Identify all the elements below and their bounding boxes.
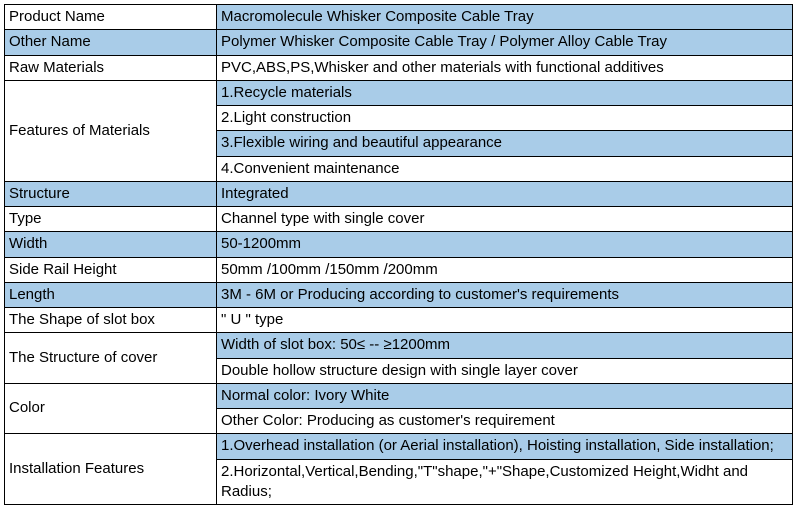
row-value: Other Color: Producing as customer's req… <box>217 409 793 434</box>
row-label: Side Rail Height <box>5 257 217 282</box>
row-value: Width of slot box: 50≤ -- ≥1200mm <box>217 333 793 358</box>
row-value: 3M - 6M or Producing according to custom… <box>217 282 793 307</box>
table-row: Side Rail Height50mm /100mm /150mm /200m… <box>5 257 793 282</box>
row-label: Installation Features <box>5 434 217 505</box>
table-row: The Shape of slot box" U " type <box>5 308 793 333</box>
row-label: Color <box>5 383 217 434</box>
table-row: Features of Materials1.Recycle materials <box>5 80 793 105</box>
row-label: Product Name <box>5 5 217 30</box>
row-value: " U " type <box>217 308 793 333</box>
row-value: 50mm /100mm /150mm /200mm <box>217 257 793 282</box>
row-value: Normal color: Ivory White <box>217 383 793 408</box>
table-row: Other NamePolymer Whisker Composite Cabl… <box>5 30 793 55</box>
table-row: The Structure of coverWidth of slot box:… <box>5 333 793 358</box>
row-value: Double hollow structure design with sing… <box>217 358 793 383</box>
row-label: Structure <box>5 181 217 206</box>
row-value: Channel type with single cover <box>217 207 793 232</box>
table-row: Installation Features1.Overhead installa… <box>5 434 793 459</box>
row-value: 50-1200mm <box>217 232 793 257</box>
table-row: Length3M - 6M or Producing according to … <box>5 282 793 307</box>
row-value: Integrated <box>217 181 793 206</box>
row-label: The Shape of slot box <box>5 308 217 333</box>
row-value: 1.Overhead installation (or Aerial insta… <box>217 434 793 459</box>
table-row: Width50-1200mm <box>5 232 793 257</box>
row-value: Polymer Whisker Composite Cable Tray / P… <box>217 30 793 55</box>
row-value: 3.Flexible wiring and beautiful appearan… <box>217 131 793 156</box>
row-value: 2.Light construction <box>217 106 793 131</box>
table-row: TypeChannel type with single cover <box>5 207 793 232</box>
row-label: The Structure of cover <box>5 333 217 384</box>
row-value: 1.Recycle materials <box>217 80 793 105</box>
row-label: Other Name <box>5 30 217 55</box>
row-value: 2.Horizontal,Vertical,Bending,"T"shape,"… <box>217 459 793 505</box>
row-value: PVC,ABS,PS,Whisker and other materials w… <box>217 55 793 80</box>
row-label: Type <box>5 207 217 232</box>
row-label: Width <box>5 232 217 257</box>
table-row: Product NameMacromolecule Whisker Compos… <box>5 5 793 30</box>
row-value: 4.Convenient maintenance <box>217 156 793 181</box>
table-row: ColorNormal color: Ivory White <box>5 383 793 408</box>
row-label: Features of Materials <box>5 80 217 181</box>
row-value: Macromolecule Whisker Composite Cable Tr… <box>217 5 793 30</box>
row-label: Raw Materials <box>5 55 217 80</box>
spec-table: Product NameMacromolecule Whisker Compos… <box>4 4 793 505</box>
table-row: Raw MaterialsPVC,ABS,PS,Whisker and othe… <box>5 55 793 80</box>
table-row: StructureIntegrated <box>5 181 793 206</box>
row-label: Length <box>5 282 217 307</box>
